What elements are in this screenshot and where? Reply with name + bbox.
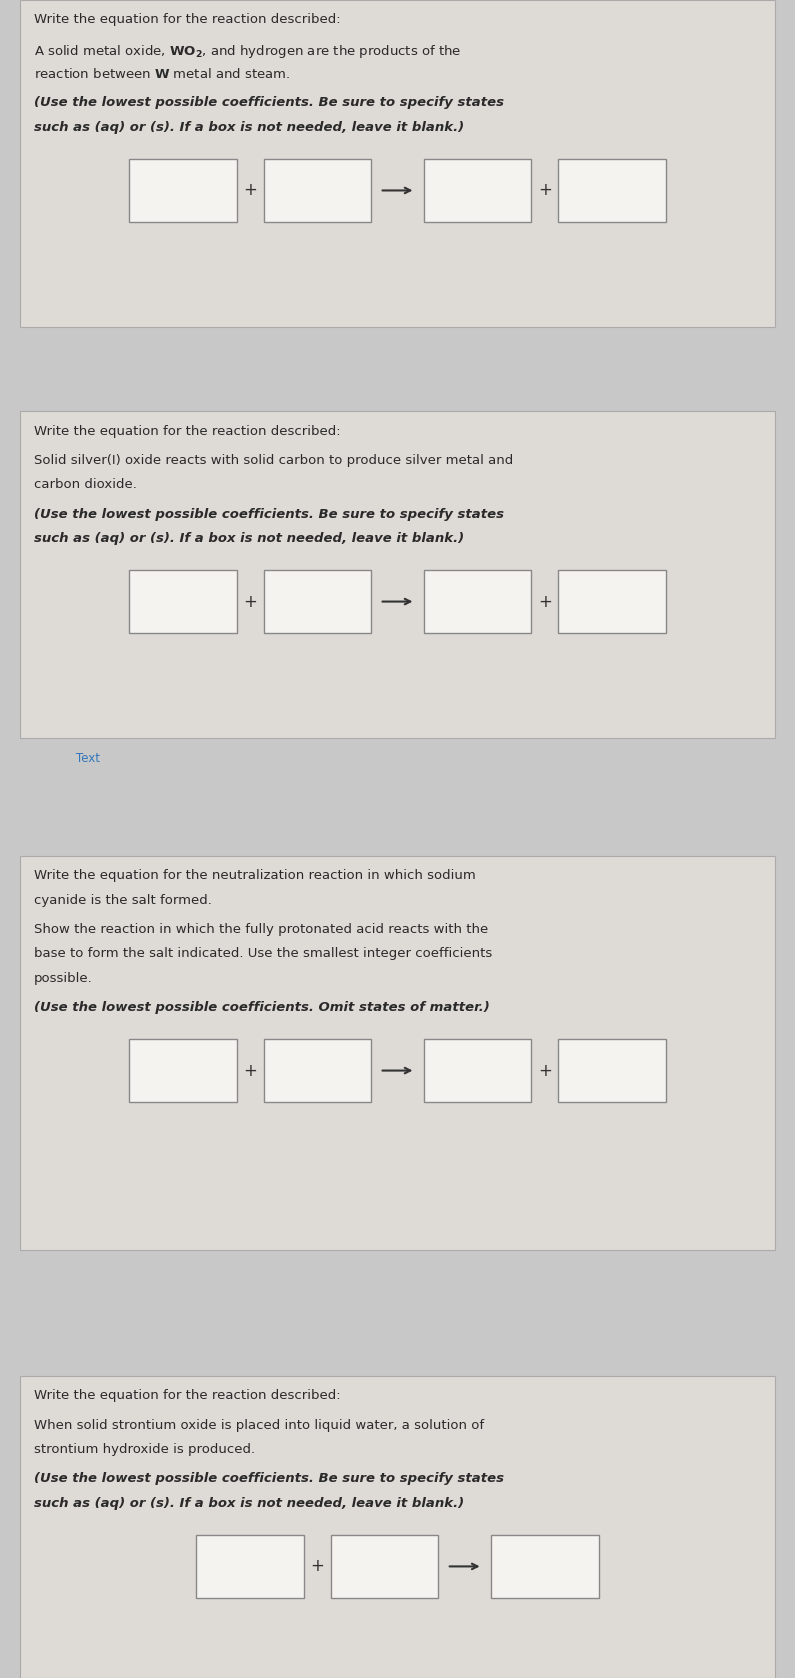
Bar — [425, 569, 532, 633]
Text: A solid metal oxide, $\mathbf{WO_2}$, and hydrogen are the products of the: A solid metal oxide, $\mathbf{WO_2}$, an… — [34, 44, 461, 60]
Bar — [264, 569, 370, 633]
Text: (Use the lowest possible coefficients. Omit states of matter.): (Use the lowest possible coefficients. O… — [34, 1000, 490, 1014]
FancyBboxPatch shape — [20, 1376, 775, 1678]
Bar — [491, 1534, 599, 1597]
Bar — [558, 569, 666, 633]
Text: +: + — [243, 592, 257, 611]
Text: Write the equation for the neutralization reaction in which sodium: Write the equation for the neutralizatio… — [34, 869, 476, 883]
Bar — [196, 1534, 304, 1597]
Text: Write the equation for the reaction described:: Write the equation for the reaction desc… — [34, 13, 341, 27]
Bar — [558, 1039, 666, 1102]
FancyBboxPatch shape — [20, 0, 775, 327]
Text: possible.: possible. — [34, 972, 93, 985]
Text: reaction between $\mathbf{W}$ metal and steam.: reaction between $\mathbf{W}$ metal and … — [34, 67, 290, 81]
Bar — [558, 158, 666, 221]
Bar — [331, 1534, 438, 1597]
Text: strontium hydroxide is produced.: strontium hydroxide is produced. — [34, 1443, 255, 1457]
Text: cyanide is the salt formed.: cyanide is the salt formed. — [34, 894, 212, 906]
Text: Text: Text — [76, 752, 99, 765]
Text: Solid silver(I) oxide reacts with solid carbon to produce silver metal and: Solid silver(I) oxide reacts with solid … — [34, 453, 514, 466]
Text: such as (aq) or (s). If a box is not needed, leave it blank.): such as (aq) or (s). If a box is not nee… — [34, 121, 464, 134]
Text: Show the reaction in which the fully protonated acid reacts with the: Show the reaction in which the fully pro… — [34, 923, 488, 936]
FancyBboxPatch shape — [20, 856, 775, 1250]
Text: (Use the lowest possible coefficients. Be sure to specify states: (Use the lowest possible coefficients. B… — [34, 1473, 504, 1485]
FancyBboxPatch shape — [20, 411, 775, 738]
Text: +: + — [243, 181, 257, 200]
Text: When solid strontium oxide is placed into liquid water, a solution of: When solid strontium oxide is placed int… — [34, 1420, 484, 1431]
Bar — [425, 1039, 532, 1102]
Text: base to form the salt indicated. Use the smallest integer coefficients: base to form the salt indicated. Use the… — [34, 948, 492, 960]
Text: such as (aq) or (s). If a box is not needed, leave it blank.): such as (aq) or (s). If a box is not nee… — [34, 1497, 464, 1510]
Text: +: + — [310, 1557, 324, 1576]
Bar — [425, 158, 532, 221]
Text: +: + — [538, 592, 552, 611]
Bar — [129, 569, 237, 633]
Text: carbon dioxide.: carbon dioxide. — [34, 478, 137, 492]
Bar — [264, 158, 370, 221]
Text: Write the equation for the reaction described:: Write the equation for the reaction desc… — [34, 425, 341, 438]
Bar — [264, 1039, 370, 1102]
Text: +: + — [538, 181, 552, 200]
Text: +: + — [538, 1062, 552, 1079]
Text: Write the equation for the reaction described:: Write the equation for the reaction desc… — [34, 1389, 341, 1403]
Text: such as (aq) or (s). If a box is not needed, leave it blank.): such as (aq) or (s). If a box is not nee… — [34, 532, 464, 545]
Text: (Use the lowest possible coefficients. Be sure to specify states: (Use the lowest possible coefficients. B… — [34, 96, 504, 109]
Text: (Use the lowest possible coefficients. Be sure to specify states: (Use the lowest possible coefficients. B… — [34, 507, 504, 520]
Text: +: + — [243, 1062, 257, 1079]
Bar — [129, 1039, 237, 1102]
Bar — [129, 158, 237, 221]
